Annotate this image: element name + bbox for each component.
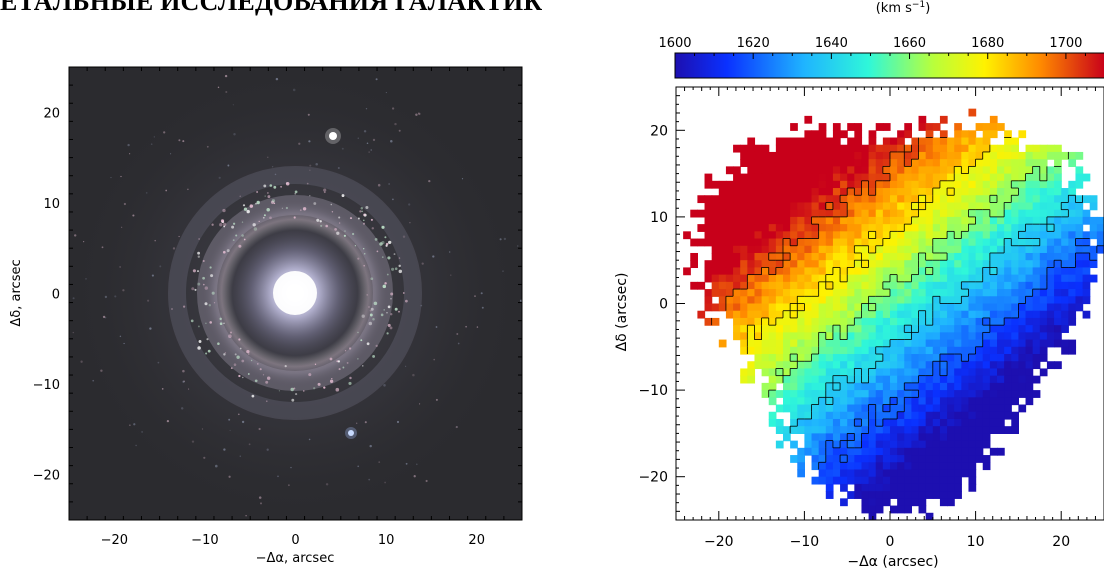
colorbar-tick-label: 1600 <box>658 36 691 51</box>
right-x-tick-label: −10 <box>790 534 820 550</box>
page-heading: ЕТАЛЬНЫЕ ИССЛЕДОВАНИЯ ГАЛАКТИК <box>0 0 543 16</box>
left-x-tick-label: 20 <box>468 533 485 548</box>
right-y-tick-label: −20 <box>638 470 668 486</box>
colorbar-tick-label: 1660 <box>893 36 926 51</box>
left-y-tick-label: −20 <box>33 469 60 484</box>
galaxy-image <box>69 67 522 520</box>
colorbar-unit-label: (km s−1) <box>876 0 931 16</box>
left-axis-ticks: −20 −10 0 10 20 20 10 0 −10 −20 <box>33 66 523 548</box>
colorbar-tick-label: 1700 <box>1049 36 1082 51</box>
right-x-tick-label: 20 <box>1052 534 1070 550</box>
left-panel: −20 −10 0 10 20 20 10 0 −10 −20 −Δα, arcsec Δδ, a… <box>9 66 523 566</box>
velocity-map <box>683 108 1104 520</box>
left-y-tick-label: 0 <box>52 288 60 303</box>
right-axis-ticks: −20 −10 0 10 20 20 10 0 −10 −20 <box>638 86 1104 550</box>
right-y-tick-label: 0 <box>659 297 668 313</box>
left-x-tick-label: −20 <box>101 533 128 548</box>
velocity-contours <box>711 137 1104 470</box>
right-y-axis-label: Δδ (arcsec) <box>614 273 630 352</box>
left-x-axis-label: −Δα, arcsec <box>256 551 335 566</box>
right-x-tick-label: 10 <box>967 534 985 550</box>
left-y-tick-label: 10 <box>43 197 60 212</box>
left-x-tick-label: 10 <box>378 533 395 548</box>
left-y-tick-label: −10 <box>33 378 60 393</box>
right-panel: (km s−1) 1600 1620 1640 1660 1680 1700 −20 −10… <box>614 0 1104 570</box>
colorbar-tick-label: 1640 <box>815 36 848 51</box>
colorbar-tick-label: 1620 <box>737 36 770 51</box>
right-x-tick-label: 0 <box>886 534 895 550</box>
right-y-tick-label: 20 <box>650 123 668 139</box>
right-x-tick-label: −20 <box>704 534 734 550</box>
left-x-tick-label: −10 <box>191 533 218 548</box>
right-y-tick-label: 10 <box>650 210 668 226</box>
star-upper <box>329 132 337 140</box>
star-lower <box>348 430 354 436</box>
right-y-tick-label: −10 <box>638 383 668 399</box>
colorbar-ticks: 1600 1620 1640 1660 1680 1700 <box>658 36 1086 59</box>
left-y-tick-label: 20 <box>43 106 60 121</box>
left-x-tick-label: 0 <box>291 533 299 548</box>
right-x-axis-label: −Δα (arcsec) <box>847 554 938 570</box>
colorbar <box>674 52 1104 79</box>
colorbar-tick-label: 1680 <box>971 36 1004 51</box>
left-y-axis-label: Δδ, arcsec <box>9 259 24 326</box>
